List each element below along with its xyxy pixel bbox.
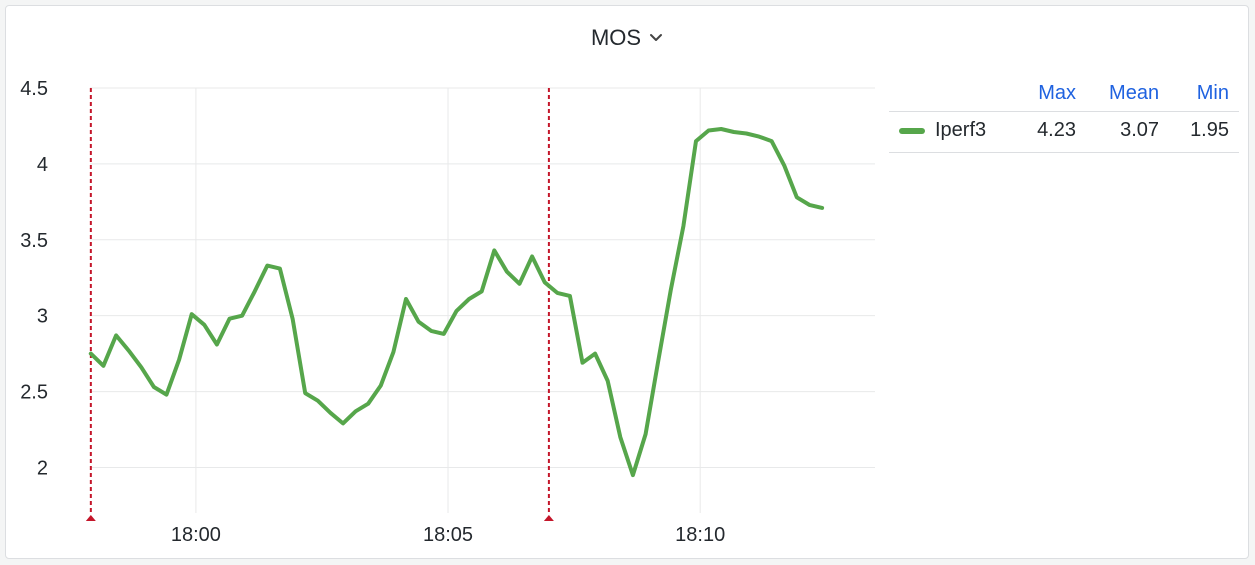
legend-series-name[interactable]: Iperf3	[935, 119, 987, 141]
chevron-down-icon[interactable]	[649, 33, 663, 43]
legend-series-name-cell[interactable]: Iperf3	[889, 111, 1017, 153]
x-tick-label: 18:10	[675, 524, 725, 546]
y-tick-label: 2	[37, 457, 48, 479]
legend-header-name	[889, 78, 1017, 112]
legend-row[interactable]: Iperf3 4.23 3.07 1.95	[889, 111, 1239, 153]
legend-header-mean[interactable]: Mean	[1086, 78, 1170, 112]
panel-title[interactable]: MOS	[590, 25, 642, 51]
legend-max-value: 4.23	[1016, 111, 1086, 153]
legend-table: Max Mean Min Iperf3 4.23 3.07 1.95	[889, 78, 1239, 153]
x-tick-label: 18:00	[171, 524, 221, 546]
annotation-marker	[543, 515, 554, 521]
annotation-marker	[85, 515, 96, 521]
y-tick-label: 4	[37, 154, 48, 176]
legend-swatch	[899, 127, 925, 134]
series-line	[88, 127, 825, 478]
legend-mean-value: 3.07	[1086, 111, 1170, 153]
y-tick-label: 4.5	[20, 78, 48, 100]
legend-min-value: 1.95	[1169, 111, 1239, 153]
legend-header-max[interactable]: Max	[1016, 78, 1086, 112]
y-tick-label: 3	[37, 306, 48, 328]
x-tick-label: 18:05	[423, 524, 473, 546]
chart-panel: MOS 2 2.5 3 3.5 4 4.5 18:00 18:05 18:10 Max Mean…	[5, 5, 1249, 559]
panel-header[interactable]: MOS	[6, 24, 1248, 51]
legend-header-row: Max Mean Min	[889, 78, 1239, 112]
legend: Max Mean Min Iperf3 4.23 3.07 1.95	[889, 78, 1239, 153]
y-tick-label: 2.5	[20, 382, 48, 404]
legend-header-min[interactable]: Min	[1169, 78, 1239, 112]
line-chart[interactable]: 2 2.5 3 3.5 4 4.5 18:00 18:05 18:10	[6, 6, 1250, 560]
y-tick-label: 3.5	[20, 230, 48, 252]
